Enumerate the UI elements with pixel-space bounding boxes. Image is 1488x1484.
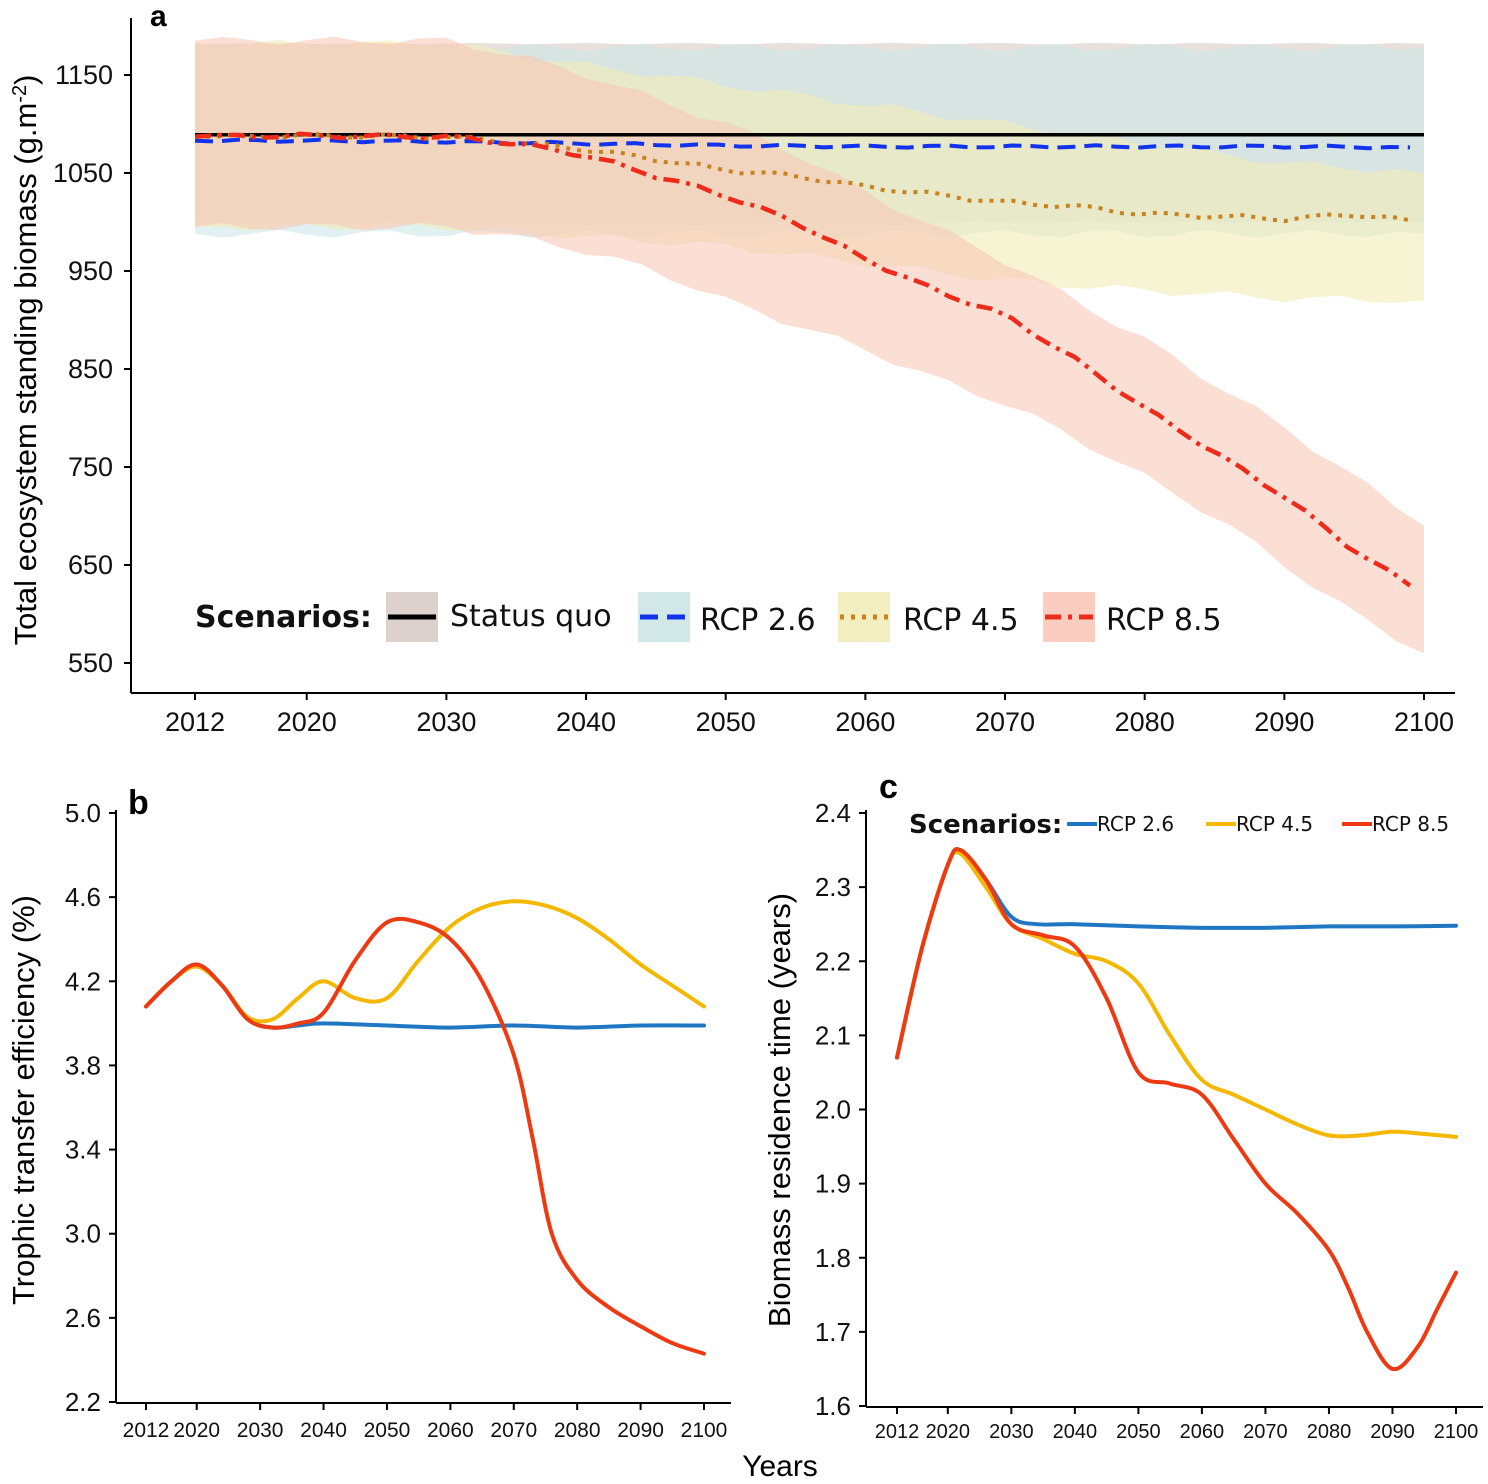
panel-c: c 1.6 1.7 1.8 1.9 2.0 2.1 2.2 2.3 2.4 2012 2020 2030… (762, 768, 1483, 1443)
x-tick-label: 2050 (696, 707, 756, 737)
series-rcp-4.5 (146, 901, 704, 1021)
y-tick-label: 2.0 (815, 1095, 851, 1125)
series-rcp-8.5 (146, 919, 704, 1354)
legend-label: RCP 2.6 (700, 603, 816, 638)
x-tick-label: 2080 (1115, 707, 1175, 737)
y-tick-label: 2.2 (65, 1387, 101, 1417)
x-tick-label: 2050 (364, 1419, 411, 1442)
y-tick-label: 2.6 (65, 1303, 101, 1333)
panel-b-label: b (128, 784, 149, 822)
y-tick-label: 3.0 (65, 1219, 101, 1249)
legend-title: Scenarios: (195, 600, 372, 635)
legend-label: RCP 4.5 (903, 603, 1019, 638)
y-axis-title: Biomass residence time (years) (762, 893, 797, 1327)
x-tick-label: 2080 (1307, 1421, 1352, 1443)
panel-a: a 550 650 750 850 950 1050 1150 2012 2020 2030 2040… (8, 0, 1455, 737)
x-tick-label: 2050 (1116, 1421, 1161, 1443)
y-tick-label: 5.0 (65, 798, 101, 828)
series-rcp-4.5 (897, 852, 1456, 1137)
x-tick-label: 2100 (681, 1419, 728, 1442)
x-axis-title-shared: Years (742, 1450, 818, 1483)
x-tick-label: 2060 (1180, 1421, 1225, 1443)
y-tick-label: 3.4 (65, 1135, 101, 1165)
x-tick-label: 2030 (989, 1421, 1034, 1443)
x-tick-label: 2090 (617, 1419, 664, 1442)
x-tick-label: 2080 (554, 1419, 601, 1442)
x-tick-label: 2030 (237, 1419, 284, 1442)
x-tick-label: 2070 (490, 1419, 537, 1442)
y-tick-label: 950 (68, 256, 113, 286)
x-tick-label: 2020 (277, 707, 337, 737)
legend-label: Status quo (450, 599, 612, 634)
y-tick-label: 3.8 (65, 1050, 101, 1080)
panel-b: b 2.2 2.6 3.0 3.4 3.8 4.2 4.6 5.0 2012 2020 2030 204… (6, 784, 731, 1442)
x-tick-label: 2030 (416, 707, 476, 737)
x-tick-label: 2060 (835, 707, 895, 737)
y-tick-label: 1150 (55, 60, 113, 90)
y-tick-label: 750 (68, 452, 113, 482)
y-tick-label: 4.6 (65, 882, 101, 912)
figure: a550650750850950105011502012 2020 2030 2040… (0, 0, 1488, 1484)
legend-label: RCP 2.6 (1097, 812, 1174, 836)
legend-label: RCP 8.5 (1106, 603, 1222, 638)
y-tick-label: 2.3 (815, 872, 851, 902)
x-tick-label: 2020 (173, 1419, 220, 1442)
legend-c: Scenarios: RCP 2.6 RCP 4.5 RCP 8.5 (909, 810, 1449, 840)
y-tick-label: 650 (68, 550, 113, 580)
y-tick-label: 1.6 (815, 1391, 851, 1421)
y-tick-label: 2.2 (815, 946, 851, 976)
legend-label: RCP 4.5 (1236, 812, 1313, 836)
y-tick-label: 1.8 (815, 1243, 851, 1273)
y-tick-label: 1050 (53, 158, 113, 188)
x-tick-label: 2040 (300, 1419, 347, 1442)
legend-title: Scenarios: (909, 810, 1062, 840)
legend-label: RCP 8.5 (1372, 812, 1449, 836)
x-tick-label: 2060 (427, 1419, 474, 1442)
y-tick-label: 2.4 (815, 798, 851, 828)
y-tick-label: 550 (68, 648, 113, 678)
legend-a: Scenarios: Status quo RCP 2.6 RCP 4.5 RCP 8.… (195, 592, 1222, 642)
x-tick-label: 2012 (875, 1421, 920, 1443)
y-axis-title: Trophic transfer efficiency (%) (6, 895, 41, 1305)
x-tick-label: 2070 (1243, 1421, 1288, 1443)
y-tick-label: 2.1 (815, 1020, 851, 1050)
panel-c-label: c (879, 768, 898, 806)
x-tick-label: 2040 (1053, 1421, 1098, 1443)
y-tick-label: 1.9 (815, 1169, 851, 1199)
y-tick-label: 4.2 (65, 966, 101, 996)
y-tick-label: 850 (68, 354, 113, 384)
x-tick-label: 2090 (1254, 707, 1314, 737)
x-tick-label: 2012 (123, 1419, 170, 1442)
panel-a-label: a (150, 0, 167, 33)
y-tick-label: 1.7 (815, 1317, 851, 1347)
x-tick-label: 2100 (1394, 707, 1454, 737)
y-axis-title: Total ecosystem standing biomass (g.m-2) (8, 75, 43, 646)
x-tick-label: 2100 (1434, 1421, 1479, 1443)
x-tick-label: 2012 (165, 707, 225, 737)
x-tick-label: 2020 (926, 1421, 971, 1443)
x-tick-label: 2090 (1370, 1421, 1415, 1443)
x-tick-label: 2040 (556, 707, 616, 737)
x-tick-label: 2070 (975, 707, 1035, 737)
